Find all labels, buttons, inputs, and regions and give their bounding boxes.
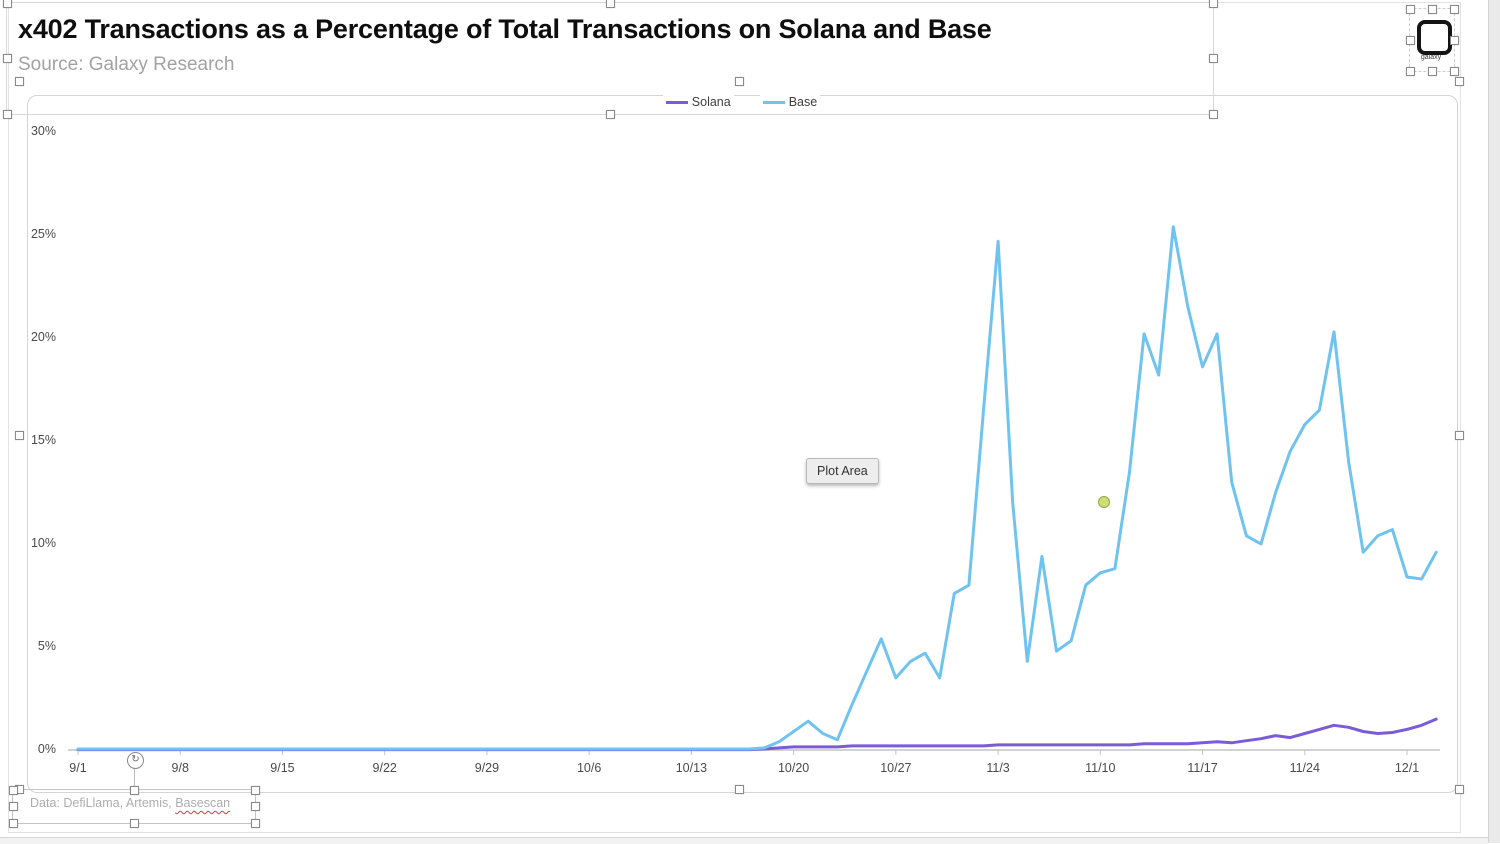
selection-handle-footer-box[interactable] xyxy=(8,785,18,795)
galaxy-logo-icon[interactable] xyxy=(1417,20,1452,55)
selection-handle-logo[interactable] xyxy=(1427,66,1437,76)
chart-title: x402 Transactions as a Percentage of Tot… xyxy=(18,14,992,44)
selection-handle-title-box[interactable] xyxy=(605,109,615,119)
selection-handle-title-box[interactable] xyxy=(1208,109,1218,119)
green-dot-marker xyxy=(1098,496,1110,508)
selection-handle-footer-box[interactable] xyxy=(129,818,139,828)
selection-handle-logo[interactable] xyxy=(1405,4,1415,14)
selection-handle-logo[interactable] xyxy=(1449,35,1459,45)
legend[interactable]: Solana Base xyxy=(27,93,1456,111)
selection-handle-title-box[interactable] xyxy=(605,0,615,8)
legend-label-base: Base xyxy=(788,95,818,109)
legend-item-solana[interactable]: Solana xyxy=(662,93,734,111)
rotate-handle-stem xyxy=(134,768,135,789)
selection-handle-title-box[interactable] xyxy=(2,0,12,8)
selection-handle-chart-area[interactable] xyxy=(734,76,744,86)
selection-handle-logo[interactable] xyxy=(1405,66,1415,76)
selection-handle-chart-area[interactable] xyxy=(734,784,744,794)
selection-handle-title-box[interactable] xyxy=(1208,54,1218,63)
chart-frame[interactable] xyxy=(27,95,1458,793)
solana-line-swatch-icon xyxy=(665,100,688,104)
selection-handle-footer-box[interactable] xyxy=(8,818,18,828)
selection-handle-chart-area[interactable] xyxy=(14,430,24,440)
selection-handle-chart-area[interactable] xyxy=(1454,76,1464,86)
selection-handle-logo[interactable] xyxy=(1405,35,1415,45)
plot-area-tooltip: Plot Area xyxy=(806,458,879,484)
selection-handle-footer-box[interactable] xyxy=(129,785,139,795)
right-gutter xyxy=(1488,0,1500,843)
data-note-text: Data: DefiLlama, Artemis, Basescan xyxy=(30,796,230,810)
selection-handle-chart-area[interactable] xyxy=(14,76,24,86)
selection-handle-title-box[interactable] xyxy=(2,54,12,63)
selection-handle-logo[interactable] xyxy=(1449,4,1459,14)
selection-handle-chart-area[interactable] xyxy=(1454,430,1464,440)
selection-handle-logo[interactable] xyxy=(1427,4,1437,14)
base-line-swatch-icon xyxy=(762,100,785,104)
data-note-flagged-word: Basescan xyxy=(175,796,231,810)
selection-handle-title-box[interactable] xyxy=(2,109,12,119)
selection-handle-logo[interactable] xyxy=(1449,66,1459,76)
selection-handle-title-box[interactable] xyxy=(1208,0,1218,8)
data-note-prefix: Data: DefiLlama, Artemis, xyxy=(30,796,176,810)
galaxy-logo-text: galaxy xyxy=(1420,54,1442,61)
legend-label-solana: Solana xyxy=(691,95,731,109)
selection-handle-chart-area[interactable] xyxy=(1454,784,1464,794)
selection-handle-footer-box[interactable] xyxy=(250,785,260,795)
chart-subtitle: Source: Galaxy Research xyxy=(18,54,235,75)
legend-item-base[interactable]: Base xyxy=(759,93,821,111)
selection-handle-footer-box[interactable] xyxy=(250,802,260,811)
bottom-edge xyxy=(0,837,1488,844)
rotate-handle-icon[interactable]: ↻ xyxy=(127,752,144,769)
selection-handle-footer-box[interactable] xyxy=(250,818,260,828)
selection-handle-footer-box[interactable] xyxy=(8,802,18,811)
